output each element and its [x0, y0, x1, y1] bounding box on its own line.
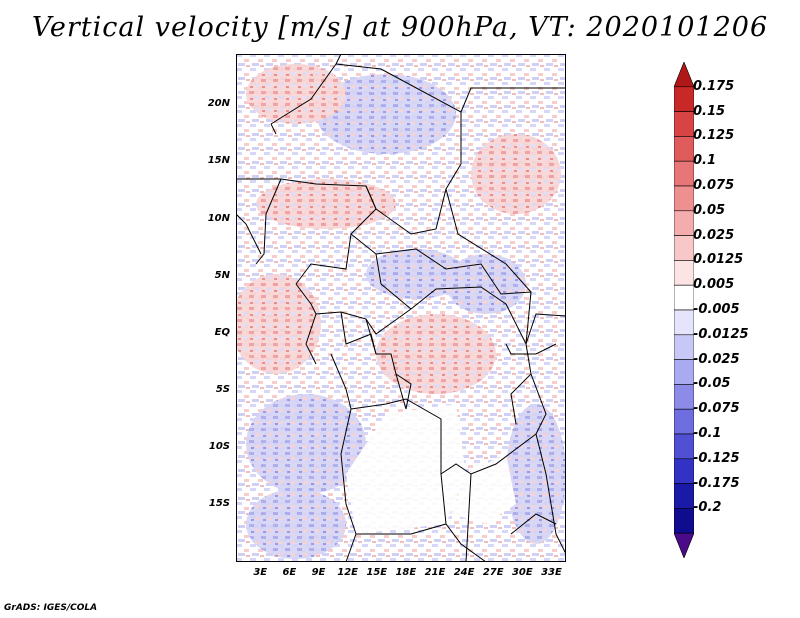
colorbar-segment [674, 235, 694, 261]
colorbar-label: -0.1 [693, 426, 722, 441]
lon-tick-label: 33E [541, 567, 562, 578]
colorbar-label: 0.025 [693, 227, 735, 243]
map-frame [236, 54, 566, 562]
lon-tick-label: 9E [311, 567, 326, 578]
lon-tick-label: 21E [424, 567, 446, 578]
lat-tick-label: 10N [207, 212, 230, 224]
lat-tick-label: 5S [215, 383, 230, 395]
lon-tick-label: 12E [337, 567, 358, 578]
colorbar-segment [674, 408, 694, 435]
colorbar-label: 0.175 [693, 78, 735, 94]
colorbar-segment [674, 160, 694, 187]
lat-tick-label: 15N [207, 155, 230, 167]
lon-tick-label: 3E [253, 567, 268, 578]
colorbar-segment [674, 532, 694, 558]
colorbar-label: -0.2 [693, 500, 722, 516]
lat-tick-label: 20N [207, 98, 230, 110]
colorbar-label: -0.05 [693, 376, 731, 392]
colorbar-label: 0.05 [693, 202, 726, 218]
velocity-blobs [236, 64, 566, 559]
colorbar-segment [674, 260, 694, 286]
colorbar-segment [674, 433, 694, 460]
colorbar-label: 0.075 [693, 178, 735, 193]
lat-tick-label: 10S [208, 440, 230, 452]
lat-tick-label: EQ [214, 326, 230, 338]
colorbar-segment [674, 185, 694, 212]
colorbar [674, 62, 694, 558]
colorbar-segment [674, 384, 694, 410]
chart-title: Vertical velocity [m/s] at 900hPa, VT: 2… [31, 12, 769, 43]
colorbar-segment [674, 284, 694, 311]
lat-tick-label: 15S [208, 497, 230, 509]
colorbar-label: 0.005 [693, 277, 735, 293]
colorbar-segment [674, 136, 694, 162]
colorbar-label: -0.175 [693, 475, 740, 491]
colorbar-segment [674, 334, 694, 360]
colorbar-segment [674, 309, 694, 336]
colorbar-label: -0.125 [693, 450, 740, 466]
colorbar-label: -0.075 [693, 401, 740, 417]
map-panel [236, 54, 566, 562]
lon-tick-label: 6E [282, 567, 297, 578]
colorbar-segment [674, 483, 694, 509]
colorbar-label: 0.0125 [693, 252, 744, 268]
country-borders [236, 54, 566, 562]
lon-tick-label: 15E [366, 567, 388, 578]
colorbar-label: 0.125 [693, 128, 735, 144]
colorbar-label: -0.025 [693, 351, 740, 367]
colorbar-label: -0.0125 [693, 326, 749, 342]
lon-tick-label: 24E [453, 567, 475, 578]
colorbar-segment [674, 210, 694, 236]
colorbar-segment [674, 86, 694, 112]
colorbar-label: 0.1 [693, 153, 717, 169]
lon-tick-label: 27E [482, 567, 504, 578]
colorbar-label: -0.005 [693, 302, 740, 317]
lon-tick-label: 30E [511, 567, 533, 578]
colorbar-segment [674, 508, 694, 534]
colorbar-segment [674, 359, 694, 385]
lat-tick-label: 5N [214, 269, 230, 281]
colorbar-segment [674, 111, 694, 137]
lon-tick-label: 18E [395, 567, 417, 578]
credit-text: GrADS: IGES/COLA [4, 603, 98, 613]
colorbar-segment [674, 458, 694, 484]
colorbar-segment [674, 62, 694, 88]
colorbar-label: 0.15 [693, 103, 726, 119]
